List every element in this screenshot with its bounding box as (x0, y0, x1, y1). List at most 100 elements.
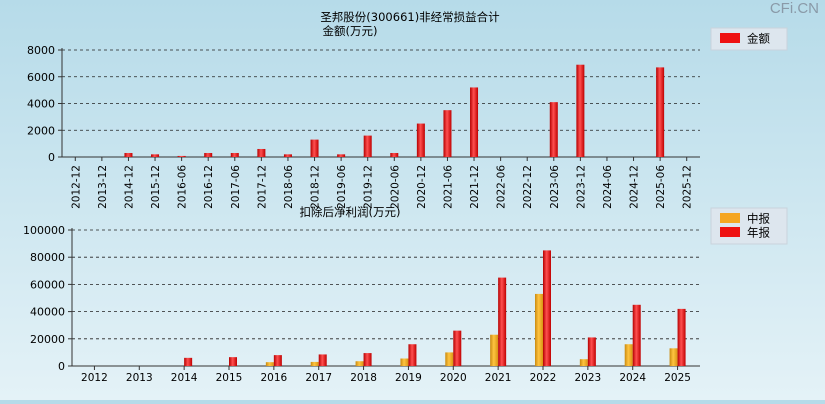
x-tick-label: 2018-06 (283, 165, 295, 209)
bar (576, 64, 585, 157)
x-tick-label: 2019 (395, 372, 422, 384)
bar (549, 102, 558, 157)
x-tick-label: 2017-06 (230, 165, 242, 209)
legend-label: 中报 (747, 212, 770, 226)
x-tick-label: 2018 (350, 372, 377, 384)
bar (363, 353, 372, 366)
x-tick-label: 2023-06 (549, 165, 561, 209)
x-tick-label: 2023-12 (575, 165, 587, 209)
y-tick-label: 4000 (27, 98, 55, 111)
chart-title: 圣邦股份(300661)非经常损益合计 (320, 10, 500, 24)
y-tick-label: 0 (48, 151, 55, 164)
bar (184, 357, 193, 366)
bar (624, 344, 633, 366)
bar (318, 354, 327, 366)
x-tick-label: 2024-12 (629, 165, 641, 209)
bar (124, 152, 133, 157)
bar (453, 330, 462, 366)
y-tick-label: 100000 (23, 224, 65, 237)
x-tick-label: 2017-12 (256, 165, 268, 209)
x-tick-label: 2020-06 (389, 165, 401, 209)
x-tick-label: 2020 (440, 372, 467, 384)
bar (229, 357, 237, 366)
bar (416, 123, 425, 157)
x-tick-label: 2022-06 (496, 165, 508, 209)
y-tick-label: 8000 (27, 44, 55, 57)
x-tick-label: 2012-12 (70, 165, 82, 209)
legend-label: 年报 (747, 226, 770, 240)
x-tick-label: 2021-12 (469, 165, 481, 209)
x-tick-label: 2022-12 (522, 165, 534, 209)
bar (204, 152, 213, 157)
bar (337, 154, 346, 157)
bar (498, 277, 507, 366)
bar (579, 359, 588, 366)
legend-swatch (720, 33, 740, 43)
watermark-text: CFi.CN (769, 0, 819, 17)
x-tick-label: 2021 (485, 372, 512, 384)
legend-swatch (720, 213, 740, 223)
x-tick-label: 2023 (574, 372, 601, 384)
bar (587, 337, 596, 366)
bar (490, 334, 499, 366)
bar (363, 135, 372, 157)
x-tick-label: 2025-12 (682, 165, 694, 209)
x-tick-label: 2025 (664, 372, 691, 384)
chart-subtitle: 金额(万元) (323, 24, 378, 38)
x-tick-label: 2018-12 (310, 165, 322, 209)
bar (265, 362, 274, 366)
x-tick-label: 2016 (260, 372, 287, 384)
x-tick-label: 2014-12 (123, 165, 135, 209)
bar (151, 154, 160, 157)
x-tick-label: 2022 (530, 372, 557, 384)
bar (257, 148, 266, 157)
legend-label: 金额 (747, 32, 770, 46)
bar (470, 87, 479, 157)
bar (390, 152, 399, 157)
bar (443, 110, 452, 157)
x-tick-label: 2017 (305, 372, 332, 384)
bar (408, 344, 417, 366)
bar (656, 67, 665, 157)
legend-swatch (720, 227, 740, 237)
x-tick-label: 2019-12 (363, 165, 375, 209)
y-tick-label: 60000 (30, 278, 65, 291)
y-tick-label: 2000 (27, 124, 55, 137)
x-tick-label: 2013 (126, 372, 153, 384)
x-tick-label: 2021-06 (442, 165, 454, 209)
bar (230, 152, 239, 157)
bar (310, 361, 319, 366)
bar (669, 348, 678, 366)
x-tick-label: 2015 (216, 372, 243, 384)
x-tick-label: 2024-06 (602, 165, 614, 209)
bar (535, 293, 543, 366)
bar (543, 250, 551, 366)
bar (632, 304, 641, 366)
bar (273, 355, 282, 366)
x-tick-label: 2025-06 (655, 165, 667, 209)
x-tick-label: 2019-06 (336, 165, 348, 209)
bar (400, 358, 409, 366)
chart-title: 扣除后净利润(万元) (300, 205, 401, 219)
y-tick-label: 80000 (30, 251, 65, 264)
x-tick-label: 2016-12 (203, 165, 215, 209)
x-tick-label: 2016-06 (177, 165, 189, 209)
y-tick-label: 40000 (30, 306, 65, 319)
y-tick-label: 20000 (30, 333, 65, 346)
y-tick-label: 6000 (27, 71, 55, 84)
x-tick-label: 2013-12 (97, 165, 109, 209)
bar (283, 154, 292, 157)
x-tick-label: 2015-12 (150, 165, 162, 209)
bar (445, 352, 454, 366)
x-tick-label: 2024 (619, 372, 646, 384)
x-tick-label: 2014 (171, 372, 198, 384)
x-tick-label: 2020-12 (416, 165, 428, 209)
bar (677, 308, 686, 366)
bar (355, 361, 364, 366)
bar (310, 139, 319, 157)
y-tick-label: 0 (58, 360, 65, 373)
x-tick-label: 2012 (81, 372, 108, 384)
bar (177, 155, 186, 157)
